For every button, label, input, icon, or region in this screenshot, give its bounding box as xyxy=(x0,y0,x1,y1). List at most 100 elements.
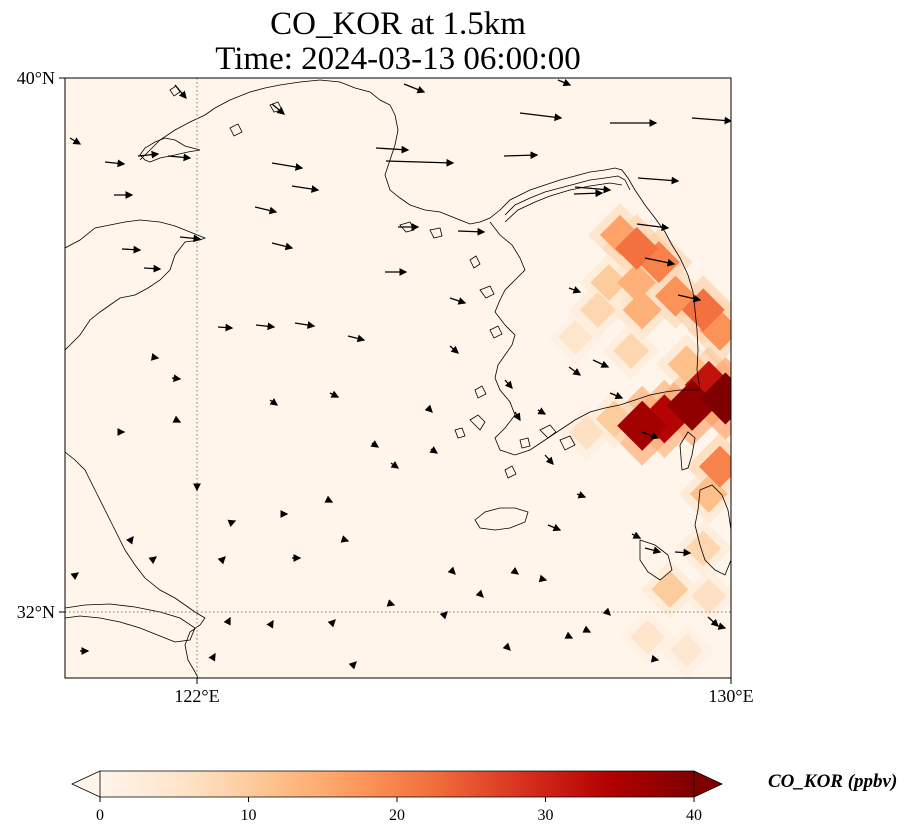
wind-arrow xyxy=(143,264,162,273)
wind-arrow xyxy=(137,150,160,159)
wind-arrow xyxy=(447,566,456,575)
wind-arrow xyxy=(121,245,142,254)
wind-arrow xyxy=(644,546,662,555)
co-cell xyxy=(651,570,689,608)
wind-arrow xyxy=(504,379,513,389)
wind-arrow xyxy=(217,556,226,565)
wind-arrow xyxy=(592,359,610,368)
wind-arrow xyxy=(291,185,320,193)
map-frame xyxy=(64,77,732,679)
wind-arrow xyxy=(502,642,511,651)
coastline-tsushima xyxy=(679,431,696,471)
co-cell xyxy=(613,332,650,369)
co-cell xyxy=(685,530,722,567)
coastline-shandong xyxy=(139,137,201,163)
colorbar-extend-min xyxy=(71,770,101,798)
wind-arrow xyxy=(324,495,334,503)
co-cell xyxy=(590,264,628,302)
coastlines xyxy=(65,79,731,678)
wind-arrow xyxy=(271,103,285,115)
wind-arrow xyxy=(674,548,692,557)
coastline-yalu xyxy=(504,182,623,223)
wind-arrow xyxy=(576,491,587,499)
map-title-line1: CO_KOR at 1.5km xyxy=(270,6,526,42)
wind-arrow xyxy=(370,440,380,448)
wind-arrow xyxy=(390,461,400,469)
wind-arrow xyxy=(568,286,582,294)
coastline-jeju xyxy=(474,507,529,531)
wind-arrow xyxy=(513,411,521,422)
co-cell xyxy=(622,290,662,330)
wind-arrow xyxy=(375,145,410,154)
co-cell xyxy=(699,309,731,351)
wind-arrow xyxy=(641,431,660,440)
wind-arrow xyxy=(449,345,459,354)
wind-arrow xyxy=(348,661,357,670)
wind-arrow xyxy=(179,234,202,243)
wind-arrow xyxy=(70,572,80,581)
lat-label-40: 40°N xyxy=(17,68,55,88)
wind-arrow xyxy=(174,84,187,99)
wind-arrow xyxy=(544,454,554,465)
wind-arrow xyxy=(223,616,231,626)
wind-arrow xyxy=(167,153,192,162)
wind-arrow xyxy=(691,116,731,125)
wind-arrow xyxy=(510,566,520,575)
map-title-line2: Time: 2024-03-13 06:00:00 xyxy=(215,41,581,77)
co-cell xyxy=(691,578,727,614)
wind-arrow xyxy=(171,374,182,383)
colorbar-tick-label: 10 xyxy=(241,807,257,824)
wind-arrow xyxy=(537,407,547,415)
colorbar-tick-label: 40 xyxy=(686,807,702,824)
wind-arrow xyxy=(385,158,455,167)
co-cell xyxy=(630,619,665,655)
co-cell xyxy=(617,263,657,303)
lat-label-32: 32°N xyxy=(17,602,55,622)
wind-arrow xyxy=(457,227,486,236)
wind-arrow xyxy=(150,353,160,361)
co-cell xyxy=(681,288,725,332)
lon-label-130: 130°E xyxy=(708,686,753,706)
wind-arrow xyxy=(347,334,366,343)
wind-arrow xyxy=(538,574,548,583)
wind-arrow xyxy=(503,151,539,160)
wind-arrow xyxy=(677,294,702,303)
wind-arrow xyxy=(644,257,676,267)
wind-arrow xyxy=(125,535,134,545)
co-cell xyxy=(699,372,731,425)
colorbar: 0 10 20 30 40 CO_KOR (ppbv) xyxy=(71,770,897,824)
wind-arrow xyxy=(557,78,572,87)
coastline-yangtze xyxy=(65,603,196,643)
wind-arrow xyxy=(631,531,642,539)
lon-label-122: 122°E xyxy=(174,686,219,706)
wind-arrow xyxy=(271,242,294,251)
wind-arrow xyxy=(573,189,604,198)
wind-arrow xyxy=(254,206,278,215)
co-cell xyxy=(666,379,718,431)
wind-arrow xyxy=(340,535,350,543)
colorbar-tick-label: 30 xyxy=(538,807,554,824)
wind-arrow xyxy=(637,176,680,185)
colorbar-tick-label: 0 xyxy=(96,807,104,824)
wind-arrow xyxy=(269,398,279,406)
wind-arrow xyxy=(714,622,727,630)
wind-arrow xyxy=(424,404,433,413)
wind-arrow xyxy=(255,322,276,331)
coastline-korea-west xyxy=(489,221,700,456)
coastline-kyushu xyxy=(694,484,731,576)
coastline-korea-nk-border xyxy=(504,175,631,216)
colorbar-body xyxy=(100,771,694,797)
co-cell xyxy=(615,226,659,270)
wind-arrow xyxy=(574,185,612,194)
coastline-islands-west xyxy=(469,255,517,479)
colorbar-tick-label: 20 xyxy=(389,807,405,824)
co-cell xyxy=(558,319,593,355)
wind-arrow xyxy=(227,519,237,528)
co-cell xyxy=(569,415,605,451)
wind-arrow xyxy=(148,556,158,565)
wind-arrow xyxy=(266,619,274,629)
co-cell xyxy=(698,445,731,488)
co-cell xyxy=(579,291,616,328)
wind-arrow xyxy=(329,390,340,398)
